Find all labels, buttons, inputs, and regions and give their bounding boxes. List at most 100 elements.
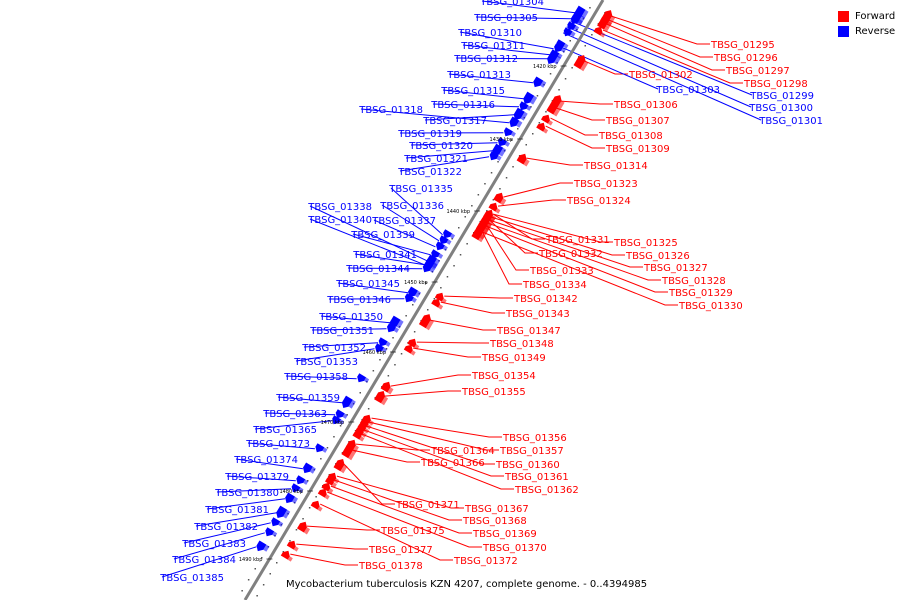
gene-label-tbsg_01306[interactable]: TBSG_01306 [613, 100, 678, 111]
gene-label-tbsg_01341[interactable]: TBSG_01341 [352, 250, 417, 261]
gene-feature-tbsg_01368[interactable] [325, 476, 334, 486]
gene-label-tbsg_01302[interactable]: TBSG_01302 [628, 70, 693, 81]
gene-label-tbsg_01349[interactable]: TBSG_01349 [481, 353, 546, 364]
gene-label-tbsg_01371[interactable]: TBSG_01371 [395, 500, 460, 511]
gene-label-tbsg_01326[interactable]: TBSG_01326 [625, 251, 690, 262]
gene-label-tbsg_01380[interactable]: TBSG_01380 [214, 488, 279, 499]
gene-label-tbsg_01297[interactable]: TBSG_01297 [725, 66, 790, 77]
gene-feature-tbsg_01352[interactable] [378, 337, 388, 347]
gene-label-tbsg_01353[interactable]: TBSG_01353 [293, 357, 358, 368]
gene-feature-tbsg_01359[interactable] [341, 395, 353, 408]
gene-label-tbsg_01347[interactable]: TBSG_01347 [496, 326, 561, 337]
gene-label-tbsg_01338[interactable]: TBSG_01338 [307, 202, 372, 213]
gene-label-tbsg_01344[interactable]: TBSG_01344 [345, 264, 410, 275]
gene-label-tbsg_01381[interactable]: TBSG_01381 [204, 505, 269, 516]
gene-feature-tbsg_01374[interactable] [303, 462, 313, 474]
gene-feature-tbsg_01339[interactable] [431, 249, 441, 259]
gene-label-tbsg_01350[interactable]: TBSG_01350 [318, 312, 383, 323]
gene-feature-tbsg_01343[interactable] [431, 298, 441, 308]
gene-label-tbsg_01309[interactable]: TBSG_01309 [605, 144, 670, 155]
gene-feature-tbsg_01321[interactable] [492, 143, 504, 156]
gene-feature-tbsg_01342[interactable] [434, 292, 444, 302]
gene-feature-tbsg_01383[interactable] [271, 517, 281, 527]
gene-label-tbsg_01320[interactable]: TBSG_01320 [408, 141, 473, 152]
gene-label-tbsg_01311[interactable]: TBSG_01311 [460, 41, 525, 52]
gene-feature-tbsg_01355[interactable] [374, 391, 386, 404]
gene-label-tbsg_01335[interactable]: TBSG_01335 [388, 184, 453, 195]
gene-label-tbsg_01325[interactable]: TBSG_01325 [613, 238, 678, 249]
gene-feature-tbsg_01354[interactable] [380, 381, 391, 393]
gene-label-tbsg_01355[interactable]: TBSG_01355 [461, 387, 526, 398]
gene-feature-tbsg_01363[interactable] [335, 409, 345, 419]
gene-label-tbsg_01298[interactable]: TBSG_01298 [743, 79, 808, 90]
gene-feature-tbsg_01305[interactable] [571, 11, 582, 24]
gene-feature-tbsg_01313[interactable] [533, 76, 544, 88]
gene-label-tbsg_01348[interactable]: TBSG_01348 [489, 339, 554, 350]
gene-label-tbsg_01346[interactable]: TBSG_01346 [326, 295, 391, 306]
gene-label-tbsg_01304[interactable]: TBSG_01304 [479, 0, 544, 8]
gene-feature-tbsg_01351[interactable] [387, 323, 396, 333]
gene-label-tbsg_01368[interactable]: TBSG_01368 [462, 516, 527, 527]
gene-label-tbsg_01370[interactable]: TBSG_01370 [482, 543, 547, 554]
gene-feature-tbsg_01323[interactable] [493, 192, 504, 204]
gene-label-tbsg_01366[interactable]: TBSG_01366 [420, 458, 485, 469]
gene-feature-tbsg_01310[interactable] [554, 43, 563, 53]
gene-feature-tbsg_01297[interactable] [597, 20, 606, 30]
gene-feature-tbsg_01302[interactable] [573, 55, 586, 70]
gene-label-tbsg_01377[interactable]: TBSG_01377 [368, 545, 433, 556]
gene-label-tbsg_01330[interactable]: TBSG_01330 [678, 301, 743, 312]
gene-feature-tbsg_01358[interactable] [357, 373, 367, 383]
gene-label-tbsg_01385[interactable]: TBSG_01385 [159, 573, 224, 584]
gene-feature-tbsg_01350[interactable] [389, 315, 401, 328]
gene-label-tbsg_01363[interactable]: TBSG_01363 [262, 409, 327, 420]
gene-feature-tbsg_01312[interactable] [547, 51, 559, 64]
gene-label-tbsg_01362[interactable]: TBSG_01362 [514, 485, 579, 496]
gene-feature-tbsg_01380[interactable] [291, 483, 301, 493]
gene-feature-tbsg_01324[interactable] [488, 202, 498, 212]
gene-label-tbsg_01379[interactable]: TBSG_01379 [224, 472, 289, 483]
gene-feature-tbsg_01384[interactable] [265, 527, 275, 537]
gene-feature-tbsg_01320[interactable] [498, 137, 507, 147]
gene-feature-tbsg_01346[interactable] [404, 293, 414, 303]
gene-label-tbsg_01312[interactable]: TBSG_01312 [453, 54, 518, 65]
gene-label-tbsg_01314[interactable]: TBSG_01314 [583, 161, 648, 172]
gene-feature-tbsg_01307[interactable] [546, 103, 557, 115]
gene-label-tbsg_01365[interactable]: TBSG_01365 [252, 425, 317, 436]
gene-label-tbsg_01334[interactable]: TBSG_01334 [522, 280, 587, 291]
gene-feature-tbsg_01365[interactable] [332, 415, 342, 425]
gene-label-tbsg_01321[interactable]: TBSG_01321 [403, 154, 468, 165]
gene-label-tbsg_01359[interactable]: TBSG_01359 [275, 393, 340, 404]
gene-label-tbsg_01364[interactable]: TBSG_01364 [430, 446, 495, 457]
gene-label-tbsg_01340[interactable]: TBSG_01340 [307, 215, 372, 226]
gene-label-tbsg_01374[interactable]: TBSG_01374 [233, 455, 298, 466]
gene-label-tbsg_01317[interactable]: TBSG_01317 [422, 116, 487, 127]
gene-label-tbsg_01360[interactable]: TBSG_01360 [495, 460, 560, 471]
gene-feature-tbsg_01301[interactable] [563, 27, 573, 37]
gene-feature-tbsg_01366[interactable] [341, 444, 354, 459]
gene-label-tbsg_01337[interactable]: TBSG_01337 [371, 216, 436, 227]
gene-feature-tbsg_01308[interactable] [541, 114, 550, 124]
gene-feature-tbsg_01381[interactable] [285, 492, 295, 504]
gene-label-tbsg_01352[interactable]: TBSG_01352 [301, 343, 366, 354]
gene-label-tbsg_01307[interactable]: TBSG_01307 [605, 116, 670, 127]
gene-label-tbsg_01369[interactable]: TBSG_01369 [472, 529, 537, 540]
gene-label-tbsg_01301[interactable]: TBSG_01301 [758, 116, 823, 127]
gene-label-tbsg_01336[interactable]: TBSG_01336 [379, 201, 444, 212]
gene-label-tbsg_01310[interactable]: TBSG_01310 [457, 28, 522, 39]
gene-label-tbsg_01318[interactable]: TBSG_01318 [358, 105, 423, 116]
gene-feature-tbsg_01379[interactable] [296, 475, 306, 485]
gene-label-tbsg_01378[interactable]: TBSG_01378 [358, 561, 423, 572]
gene-label-tbsg_01315[interactable]: TBSG_01315 [440, 86, 505, 97]
gene-feature-tbsg_01378[interactable] [280, 550, 290, 560]
gene-label-tbsg_01295[interactable]: TBSG_01295 [710, 40, 775, 51]
gene-feature-tbsg_01375[interactable] [297, 521, 307, 533]
gene-feature-tbsg_01377[interactable] [286, 540, 296, 550]
gene-label-tbsg_01373[interactable]: TBSG_01373 [245, 439, 310, 450]
gene-label-tbsg_01329[interactable]: TBSG_01329 [668, 288, 733, 299]
gene-label-tbsg_01357[interactable]: TBSG_01357 [499, 446, 564, 457]
gene-feature-tbsg_01385[interactable] [256, 540, 267, 552]
gene-feature-tbsg_01373[interactable] [315, 443, 325, 453]
gene-feature-tbsg_01369[interactable] [321, 482, 331, 492]
gene-label-tbsg_01324[interactable]: TBSG_01324 [566, 196, 631, 207]
gene-label-tbsg_01296[interactable]: TBSG_01296 [713, 53, 778, 64]
